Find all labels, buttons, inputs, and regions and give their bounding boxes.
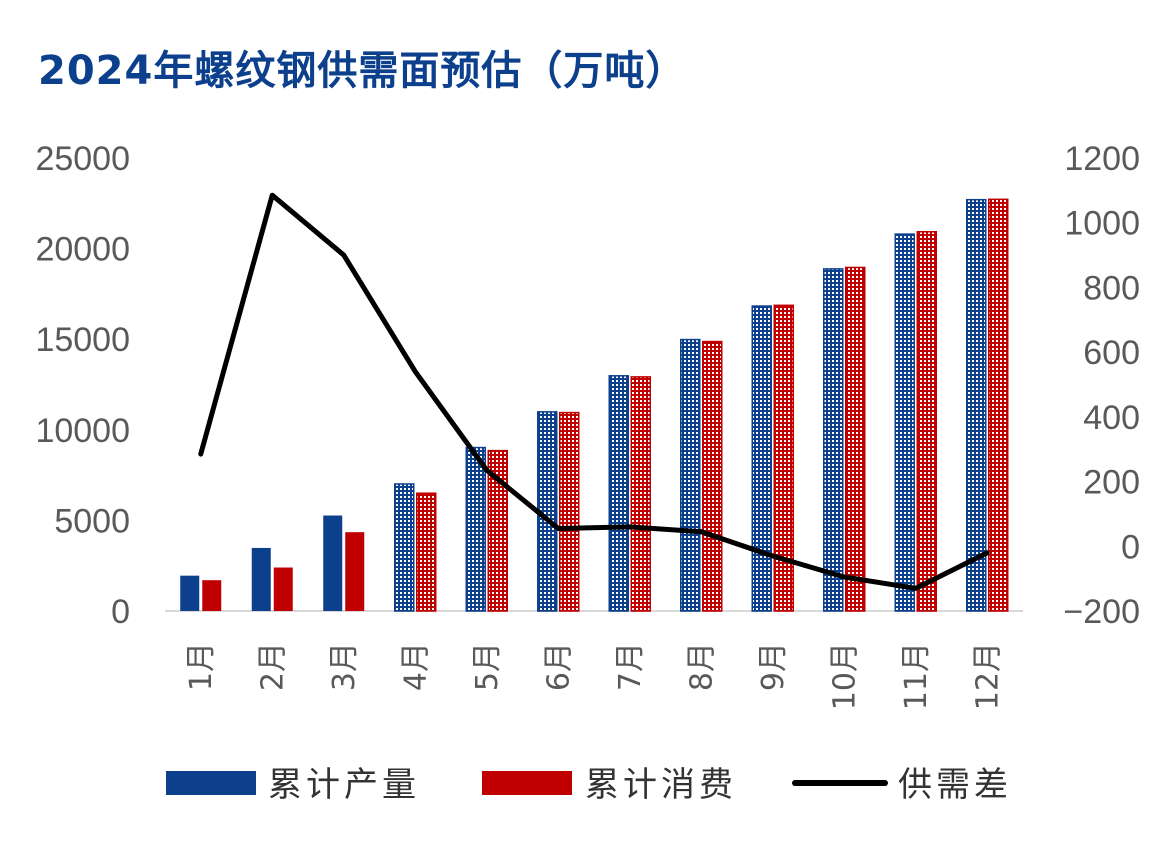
production-bar xyxy=(894,233,915,612)
category-label: 4月 xyxy=(398,642,433,691)
consumption-bar xyxy=(773,304,794,612)
left-axis: 25000 20000 15000 10000 5000 0 xyxy=(35,140,130,631)
left-tick-label: 0 xyxy=(111,593,130,631)
category-label: 5月 xyxy=(470,642,505,691)
category-label: 3月 xyxy=(327,642,362,691)
production-bar xyxy=(465,446,486,612)
chart-title: 2024年螺纹钢供需面预估（万吨） xyxy=(38,48,687,94)
line-series xyxy=(198,192,990,591)
left-tick-label: 15000 xyxy=(35,321,130,359)
category-label: 10月 xyxy=(827,642,862,710)
left-tick-label: 25000 xyxy=(35,140,130,178)
right-tick-label: 400 xyxy=(1083,399,1140,437)
legend-label: 累计产量 xyxy=(268,765,420,805)
consumption-bar xyxy=(845,266,866,612)
production-bar xyxy=(823,268,844,612)
category-label: 6月 xyxy=(541,642,576,691)
right-tick-label: 800 xyxy=(1083,269,1140,307)
production-bar xyxy=(394,483,415,612)
production-bar xyxy=(180,575,200,611)
category-label: 11月 xyxy=(899,642,934,710)
right-tick-label: 0 xyxy=(1121,528,1140,566)
legend: 累计产量 累计消费 供需差 xyxy=(166,765,1012,805)
category-label: 2月 xyxy=(255,642,290,691)
consumption-bar xyxy=(273,567,293,611)
right-tick-label: 600 xyxy=(1083,334,1140,372)
consumption-bar xyxy=(630,376,651,612)
legend-label: 累计消费 xyxy=(585,765,737,805)
consumption-bar xyxy=(988,198,1009,612)
consumption-bar xyxy=(487,449,508,612)
left-tick-label: 10000 xyxy=(35,412,130,450)
right-tick-label: 200 xyxy=(1083,464,1140,502)
production-bar xyxy=(680,338,701,612)
right-axis: 1200 1000 800 600 400 200 0 −200 xyxy=(1063,140,1140,631)
consumption-bar xyxy=(702,340,723,612)
category-label: 1月 xyxy=(184,642,219,691)
right-tick-label: 1000 xyxy=(1064,205,1140,243)
consumption-bar xyxy=(559,411,580,612)
right-tick-label: 1200 xyxy=(1064,140,1140,178)
consumption-bar xyxy=(345,532,365,611)
production-bar xyxy=(251,547,271,611)
category-label: 8月 xyxy=(684,642,719,691)
category-label: 12月 xyxy=(970,642,1005,710)
left-tick-label: 20000 xyxy=(35,231,130,269)
bar-series xyxy=(180,198,1009,612)
production-bar xyxy=(751,305,772,612)
x-axis-categories: 1月 2月 3月 4月 5月 6月 7月 8月 9月 10月 11月 12月 xyxy=(184,642,1006,710)
legend-swatch xyxy=(166,771,256,795)
production-bar xyxy=(966,198,987,612)
consumption-bar xyxy=(916,230,937,612)
right-tick-label: −200 xyxy=(1063,593,1140,631)
left-tick-label: 5000 xyxy=(54,502,130,540)
supply-demand-gap-line xyxy=(198,192,990,591)
category-label: 9月 xyxy=(756,642,791,691)
consumption-bar xyxy=(202,580,222,611)
legend-label: 供需差 xyxy=(898,765,1012,805)
production-bar xyxy=(323,515,343,611)
legend-swatch xyxy=(482,771,572,795)
consumption-bar xyxy=(416,492,437,612)
production-bar xyxy=(608,375,629,612)
category-label: 7月 xyxy=(613,642,648,691)
